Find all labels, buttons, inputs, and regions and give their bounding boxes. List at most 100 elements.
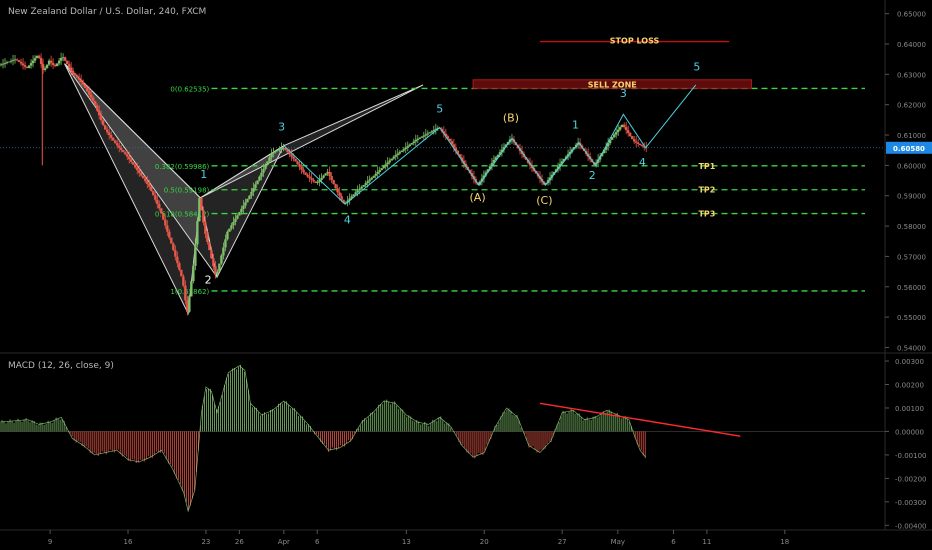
- candle-body: [320, 177, 323, 180]
- candle-body: [378, 170, 381, 172]
- candle-body: [268, 157, 271, 162]
- candle-body: [218, 263, 221, 272]
- candle-body: [424, 134, 428, 136]
- candle-body: [368, 179, 371, 182]
- wave-label: 4: [344, 214, 351, 227]
- fib-level-label: 1(0.55862): [170, 288, 209, 296]
- candle-body: [234, 218, 237, 222]
- candle-body: [97, 110, 101, 116]
- candle-body: [242, 205, 245, 209]
- candle-body: [81, 81, 85, 85]
- candle-body: [67, 64, 71, 68]
- candle-body: [502, 147, 506, 150]
- candle-body: [252, 188, 255, 192]
- candle-body: [388, 160, 391, 163]
- candle-body: [432, 130, 436, 132]
- candle-body: [645, 147, 648, 149]
- candle-body: [85, 87, 89, 92]
- candle-body: [280, 147, 283, 149]
- candle-body: [630, 136, 634, 140]
- candle-body: [394, 155, 397, 157]
- macd-tick-label: -0.00300: [895, 499, 926, 507]
- candle-body: [230, 225, 233, 229]
- candle-body: [132, 162, 135, 165]
- candle-body: [77, 77, 81, 80]
- candle-body: [126, 154, 129, 157]
- candle-body: [55, 63, 59, 67]
- candle-body: [210, 250, 213, 259]
- candle-body: [256, 180, 259, 185]
- candle-body: [83, 84, 87, 88]
- time-tick-label: 18: [780, 538, 789, 546]
- candle-body: [488, 166, 492, 170]
- candle-body: [140, 172, 143, 176]
- candle-body: [194, 244, 197, 266]
- candle-body: [600, 152, 604, 157]
- candle-body: [156, 199, 159, 205]
- candle-body: [114, 140, 117, 144]
- price-tick-label: 0.60000: [897, 162, 926, 170]
- candle-body: [492, 159, 496, 164]
- price-tick-label: 0.56000: [897, 284, 926, 292]
- candle-body: [360, 186, 363, 189]
- candle-body: [17, 60, 21, 62]
- candle-body: [41, 63, 45, 70]
- candle-body: [202, 210, 205, 223]
- candle-body: [148, 183, 151, 187]
- candle-body: [112, 137, 115, 141]
- last-price-label: 0.60580: [893, 145, 925, 153]
- candle-body: [402, 149, 405, 151]
- price-tick-label: 0.58000: [897, 223, 926, 231]
- candle-body: [110, 135, 113, 138]
- candle-body: [616, 129, 620, 133]
- candle-body: [13, 59, 17, 61]
- candle-body: [160, 208, 163, 214]
- candle-body: [228, 228, 231, 232]
- candle-body: [442, 131, 446, 134]
- wave-label: 5: [693, 61, 700, 74]
- candle-body: [23, 65, 27, 67]
- candle-body: [51, 62, 55, 66]
- candle-body: [410, 143, 413, 145]
- candle-body: [414, 140, 417, 142]
- candle-body: [75, 75, 79, 78]
- macd-tick-label: 0.00300: [895, 358, 924, 366]
- candle-body: [390, 158, 393, 161]
- candle-body: [118, 145, 121, 148]
- price-tick-label: 0.61000: [897, 132, 926, 140]
- candle-body: [294, 158, 297, 162]
- grid: [0, 0, 932, 531]
- candle-body: [120, 147, 123, 150]
- candle-body: [408, 144, 411, 147]
- candle-body: [494, 157, 498, 160]
- candle-body: [624, 127, 628, 131]
- candle-body: [498, 152, 502, 155]
- candle-body: [216, 271, 219, 275]
- candle-body: [372, 175, 375, 178]
- candle-body: [57, 60, 61, 64]
- wave-label: 1: [572, 118, 579, 131]
- macd-title: MACD (12, 26, close, 9): [8, 361, 114, 371]
- candle-body: [174, 250, 177, 257]
- candle-body: [5, 62, 9, 64]
- candle-body: [558, 163, 562, 167]
- time-tick-label: 6: [671, 538, 676, 546]
- candle-body: [604, 146, 608, 150]
- candle-body: [232, 221, 235, 226]
- target-label: TP1: [698, 162, 715, 171]
- candle-body: [412, 141, 415, 144]
- candle-body: [370, 177, 373, 180]
- candle-body: [450, 141, 454, 145]
- macd-tick-label: -0.00200: [895, 475, 926, 483]
- candle-body: [328, 171, 331, 176]
- stop-loss-label: STOP LOSS: [610, 37, 660, 46]
- candle-body: [448, 138, 452, 142]
- candle-body: [400, 150, 403, 153]
- candle-body: [322, 175, 325, 178]
- candle-body: [628, 133, 632, 137]
- candle-body: [260, 172, 263, 177]
- candle-body: [224, 239, 227, 248]
- candle-body: [452, 144, 456, 148]
